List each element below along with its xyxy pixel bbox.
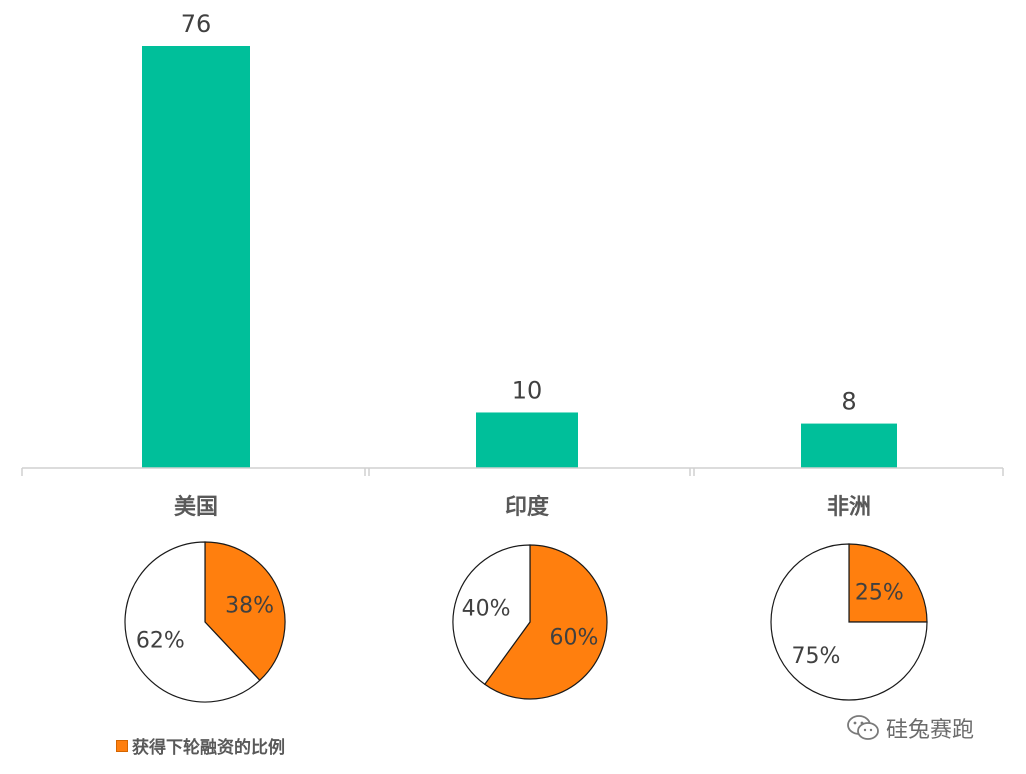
bar: [142, 46, 250, 468]
watermark: 硅兔赛跑: [846, 712, 974, 744]
pie-slice-label: 40%: [462, 597, 511, 622]
pie-slice: [770, 543, 928, 701]
pies-group: 38% 62% 60% 40% 25% 75%: [124, 541, 928, 703]
wechat-icon: [847, 715, 879, 740]
pie-slice: [204, 541, 286, 682]
legend-swatch: [116, 739, 128, 752]
bar-value-label: 8: [841, 388, 856, 416]
category-label: 印度: [505, 494, 550, 520]
legend-label: 获得下轮融资的比例: [132, 738, 285, 758]
bar: [801, 423, 897, 468]
bar-value-label: 76: [181, 10, 212, 38]
pie-slice: [452, 544, 531, 686]
pie-slice-label: 62%: [136, 629, 185, 654]
category-label: 非洲: [827, 495, 871, 520]
pie-slice-label: 60%: [549, 625, 598, 650]
bar: [476, 412, 578, 468]
category-labels: 美国 印度 非洲: [174, 494, 871, 520]
pie-slice-label: 25%: [855, 581, 904, 606]
pie-slice-label: 38%: [225, 593, 274, 618]
bar-value-label: 10: [512, 376, 543, 404]
pie-slice: [124, 541, 261, 703]
pie-slice: [848, 543, 928, 623]
watermark-text: 硅兔赛跑: [886, 718, 975, 743]
x-axis: [21, 467, 1004, 476]
pie-slice-label: 75%: [791, 644, 840, 669]
legend: 获得下轮融资的比例: [116, 733, 285, 758]
category-label: 美国: [174, 494, 218, 520]
pie-slice: [483, 544, 608, 700]
bars-group: 76 10 8: [142, 10, 897, 468]
